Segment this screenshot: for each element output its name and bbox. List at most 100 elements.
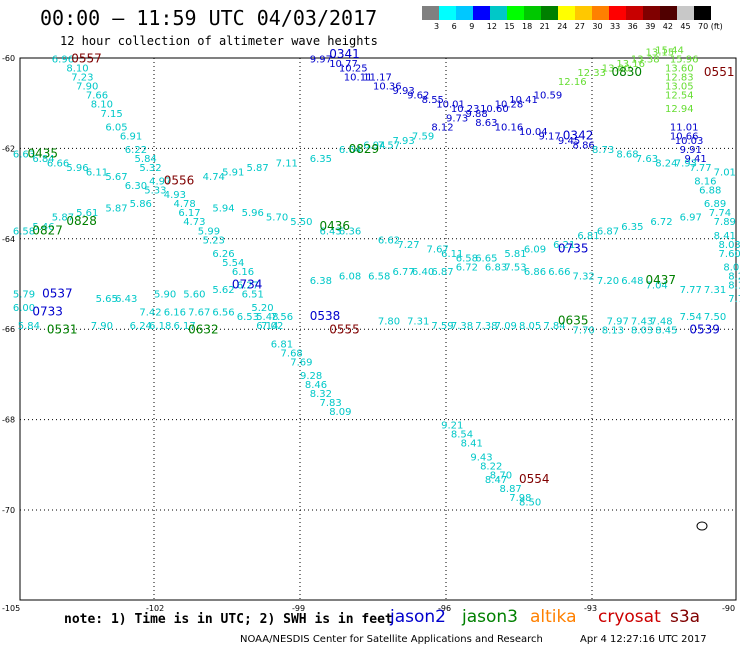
- wave-height-value: 13.16: [616, 59, 645, 70]
- wave-height-value: 8.87: [500, 484, 522, 495]
- lat-tick-label: -64: [2, 235, 15, 244]
- wave-height-value: 6.00: [13, 303, 35, 314]
- wave-height-value: 6.35: [621, 222, 643, 233]
- wave-height-value: 8.68: [616, 149, 638, 160]
- pass-time-label: 0531: [47, 323, 78, 337]
- wave-height-value: 6.24: [130, 321, 152, 332]
- lon-tick-label: -90: [722, 604, 735, 613]
- pass-time-label: 0827: [32, 223, 63, 237]
- wave-height-value: 9.17: [538, 131, 560, 142]
- wave-height-value: 7.70: [573, 326, 595, 337]
- wave-height-value: 9.73: [446, 113, 468, 124]
- island-outline: [696, 521, 708, 531]
- wave-height-value: 10.59: [534, 91, 563, 102]
- wave-height-value: 9.43: [470, 452, 492, 463]
- wave-height-value: 6.65: [475, 253, 497, 264]
- pass-time-label: 0436: [319, 219, 350, 233]
- wave-height-value: 9.97: [310, 55, 332, 66]
- scale-swatch: [473, 6, 490, 20]
- wave-height-value: 5.20: [251, 303, 273, 314]
- lat-tick-label: -60: [2, 54, 15, 63]
- wave-height-value: 7.53: [504, 262, 526, 273]
- wave-height-value: 8.03: [631, 326, 653, 337]
- scale-swatch: [592, 6, 609, 20]
- lon-tick-label: -93: [584, 604, 597, 613]
- pass-time-label: 0538: [310, 309, 341, 323]
- wave-height-value: 8.41: [714, 231, 736, 242]
- pass-time-label: 0632: [188, 323, 219, 337]
- wave-height-value: 6.48: [621, 276, 643, 287]
- wave-height-value: 5.79: [13, 290, 35, 301]
- wave-height-value: 5.96: [242, 208, 264, 219]
- wave-height-value: 8.73: [592, 145, 614, 156]
- wave-height-value: 8.12: [431, 122, 453, 133]
- wave-height-value: 7.59: [412, 131, 434, 142]
- wave-height-value: 4.78: [173, 199, 195, 210]
- wave-height-value: 7.63: [636, 154, 658, 165]
- wave-height-value: 8.63: [475, 118, 497, 129]
- credit-text: NOAA/NESDIS Center for Satellite Applica…: [240, 634, 543, 645]
- wave-height-value: 12.94: [665, 104, 694, 115]
- scale-swatch: [524, 6, 541, 20]
- wave-height-value: 8.45: [655, 326, 677, 337]
- wave-height-value: 6.22: [125, 145, 147, 156]
- wave-height-value: 10.04: [519, 127, 548, 138]
- scale-swatch: [507, 6, 524, 20]
- wave-height-value: 6.88: [699, 186, 721, 197]
- wave-height-value: 6.63: [13, 149, 35, 160]
- scale-swatch: [677, 6, 694, 20]
- legend-altika: altika: [530, 607, 577, 627]
- wave-height-value: 10.16: [495, 122, 524, 133]
- scale-swatch: [439, 6, 456, 20]
- wave-height-value: 15.44: [655, 45, 684, 56]
- scale-label: 27: [574, 22, 585, 31]
- wave-height-value: 9.45: [558, 136, 580, 147]
- wave-height-value: 10.11: [344, 73, 373, 84]
- wave-height-value: 6.87: [431, 267, 453, 278]
- wave-height-value: 12.54: [665, 91, 694, 102]
- wave-height-value: 5.70: [266, 213, 288, 224]
- wave-height-value: 6.38: [310, 276, 332, 287]
- wave-height-value: 7.77: [689, 163, 711, 174]
- pass-time-label: 0537: [42, 287, 73, 301]
- wave-height-value: 6.84: [32, 154, 54, 165]
- wave-height-value: 7.84: [543, 321, 565, 332]
- wave-height-value: 7.15: [100, 109, 122, 120]
- wave-height-value: 6.87: [597, 226, 619, 237]
- wave-height-value: 6.11: [86, 168, 108, 179]
- pass-time-label: 0556: [164, 174, 195, 188]
- wave-height-value: 6.64: [339, 145, 361, 156]
- wave-height-value: 6.81: [271, 339, 293, 350]
- scale-label: 42: [662, 22, 673, 31]
- scale-swatch: [626, 6, 643, 20]
- wave-height-value: 7.43: [631, 317, 653, 328]
- wave-height-value: 6.81: [577, 231, 599, 242]
- scale-swatch: [694, 6, 711, 20]
- wave-height-value: 4.93: [164, 190, 186, 201]
- wave-height-value: 6.58: [456, 253, 478, 264]
- page-subtitle: 12 hour collection of altimeter wave hei…: [60, 34, 378, 48]
- legend-s3a: s3a: [670, 607, 701, 627]
- wave-height-value: 8.10: [91, 100, 113, 111]
- wave-height-value: 15.96: [670, 55, 699, 66]
- wave-height-value: 5.65: [96, 294, 118, 305]
- wave-height-value: 6.17: [178, 208, 200, 219]
- wave-height-value: 6.08: [339, 271, 361, 282]
- wave-height-value: 12.16: [558, 77, 587, 88]
- wave-height-value: 7.74: [709, 208, 731, 219]
- wave-height-value: 5.62: [212, 285, 234, 296]
- wave-height-value: 6.30: [125, 181, 147, 192]
- scale-label: 12: [486, 22, 497, 31]
- wave-height-value: 7.11: [276, 158, 298, 169]
- wave-height-value: 5.54: [222, 258, 244, 269]
- wave-height-value: 7.42: [139, 308, 161, 319]
- pass-time-label: 0555: [329, 323, 360, 337]
- wave-height-value: 6.27: [237, 281, 259, 292]
- scale-swatch: [490, 6, 507, 20]
- wave-height-value: 5.67: [105, 172, 127, 183]
- wave-height-value: 5.60: [183, 290, 205, 301]
- wave-height-value: 10.77: [329, 59, 358, 70]
- scale-swatch: [643, 6, 660, 20]
- wave-height-value: 7.77: [680, 285, 702, 296]
